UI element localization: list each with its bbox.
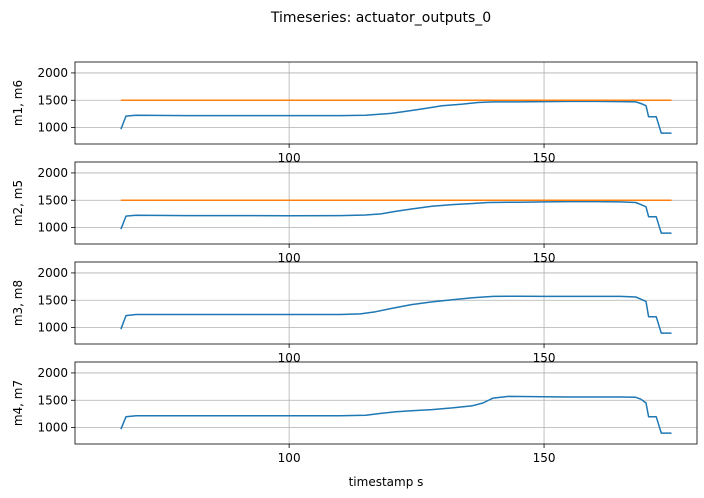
- axes-frame: [74, 261, 698, 345]
- y-tick-label: 2000: [37, 366, 68, 380]
- y-tick-label: 1000: [37, 221, 68, 235]
- y-tick-label: 2000: [37, 66, 68, 80]
- subplot-2: 100 150 1000 1500 2000 m2, m5: [11, 161, 698, 265]
- y-axis-label: m2, m5: [11, 180, 25, 226]
- y-axis-label: m1, m6: [11, 80, 25, 126]
- x-tick-label: 150: [533, 351, 556, 365]
- y-tick-label: 1000: [37, 421, 68, 435]
- x-tick-label: 150: [533, 151, 556, 165]
- series-line-1: [120, 395, 672, 434]
- x-tick-label: 100: [278, 251, 301, 265]
- y-tick-label: 1500: [37, 193, 68, 207]
- y-axis-label: m4, m7: [11, 380, 25, 426]
- x-axis-label: timestamp s: [349, 475, 424, 489]
- y-tick-label: 2000: [37, 166, 68, 180]
- y-tick-label: 1500: [37, 93, 68, 107]
- y-tick-label: 1000: [37, 321, 68, 335]
- axes-frame: [74, 61, 698, 145]
- subplots: 100 150 1000 1500 2000 m1, m6 100 150 1000 1500 20…: [11, 61, 698, 465]
- x-tick-label: 150: [533, 251, 556, 265]
- x-tick-label: 100: [278, 451, 301, 465]
- y-tick-label: 1500: [37, 393, 68, 407]
- series-line-1: [120, 295, 672, 334]
- subplot-1: 100 150 1000 1500 2000 m1, m6: [11, 61, 698, 165]
- subplot-3: 100 150 1000 1500 2000 m3, m8: [11, 261, 698, 365]
- subplot-4: 100 150 1000 1500 2000 m4, m7: [11, 361, 698, 465]
- axes-frame: [74, 161, 698, 245]
- axes-frame: [74, 361, 698, 445]
- y-axis-label: m3, m8: [11, 280, 25, 326]
- y-tick-label: 2000: [37, 266, 68, 280]
- y-tick-label: 1500: [37, 293, 68, 307]
- series-line-1: [120, 100, 672, 134]
- figure-title: Timeseries: actuator_outputs_0: [270, 10, 491, 26]
- y-tick-label: 1000: [37, 121, 68, 135]
- x-tick-label: 150: [533, 451, 556, 465]
- x-tick-label: 100: [278, 151, 301, 165]
- x-tick-label: 100: [278, 351, 301, 365]
- series-line-1: [120, 200, 672, 234]
